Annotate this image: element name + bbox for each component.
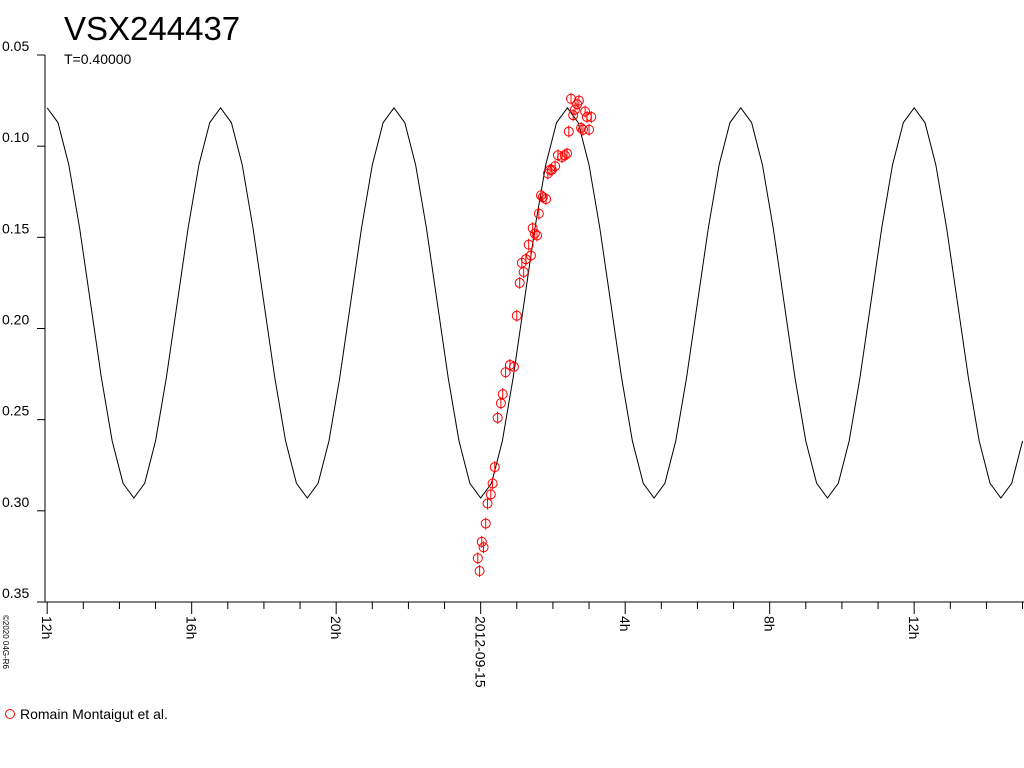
data-point [500,366,511,379]
data-point [529,227,540,240]
chart-title: VSX244437 [64,10,240,47]
x-tick-label: 12h [39,616,55,639]
data-point [569,103,580,116]
x-tick-label: 4h [617,616,633,632]
data-point [520,253,531,266]
y-tick-label: 0.25 [2,403,29,419]
chart-subtitle: T=0.40000 [64,51,132,67]
data-point [482,497,493,510]
data-point [474,565,485,578]
data-point [514,276,525,289]
legend-marker [5,709,15,719]
data-point [492,411,503,424]
y-tick-label: 0.30 [2,494,29,510]
x-tick-label: 20h [328,616,344,639]
data-point [527,222,538,235]
model-curve [46,107,1024,499]
x-tick-label: 12h [906,616,922,639]
data-point [565,92,576,105]
data-point [508,360,519,373]
data-point [563,125,574,138]
data-point [523,238,534,251]
y-tick-label: 0.35 [2,585,29,601]
data-point [532,229,543,242]
y-tick-label: 0.05 [2,38,29,54]
data-point [576,121,587,134]
data-point [472,552,483,565]
x-tick-label: 2012-09-15 [473,616,489,688]
data-point [518,265,529,278]
data-point [577,123,588,136]
data-point [584,123,595,136]
data-point [562,147,573,160]
data-point [480,517,491,530]
data-point [556,151,567,164]
y-tick-label: 0.15 [2,220,29,236]
data-point [495,397,506,410]
data-point [511,309,522,322]
x-tick-label: 8h [762,616,778,632]
data-point [478,541,489,554]
data-point [537,191,548,204]
data-point [573,94,584,107]
data-point [559,149,570,162]
data-point [568,109,579,122]
data-point [533,207,544,220]
data-point [536,189,547,202]
data-point [485,488,496,501]
data-point [487,477,498,490]
data-point [525,249,536,262]
data-point [586,110,597,123]
data-point [476,535,487,548]
data-point [497,388,508,401]
data-point [541,193,552,206]
data-point [550,160,561,173]
y-tick-label: 0.10 [2,129,29,145]
credit: ©2020 04G-R6 [1,615,10,669]
data-point [580,105,591,118]
data-point [489,461,500,474]
y-tick-label: 0.20 [2,312,29,328]
x-tick-label: 16h [184,616,200,639]
legend-label: Romain Montaigut et al. [20,706,168,722]
